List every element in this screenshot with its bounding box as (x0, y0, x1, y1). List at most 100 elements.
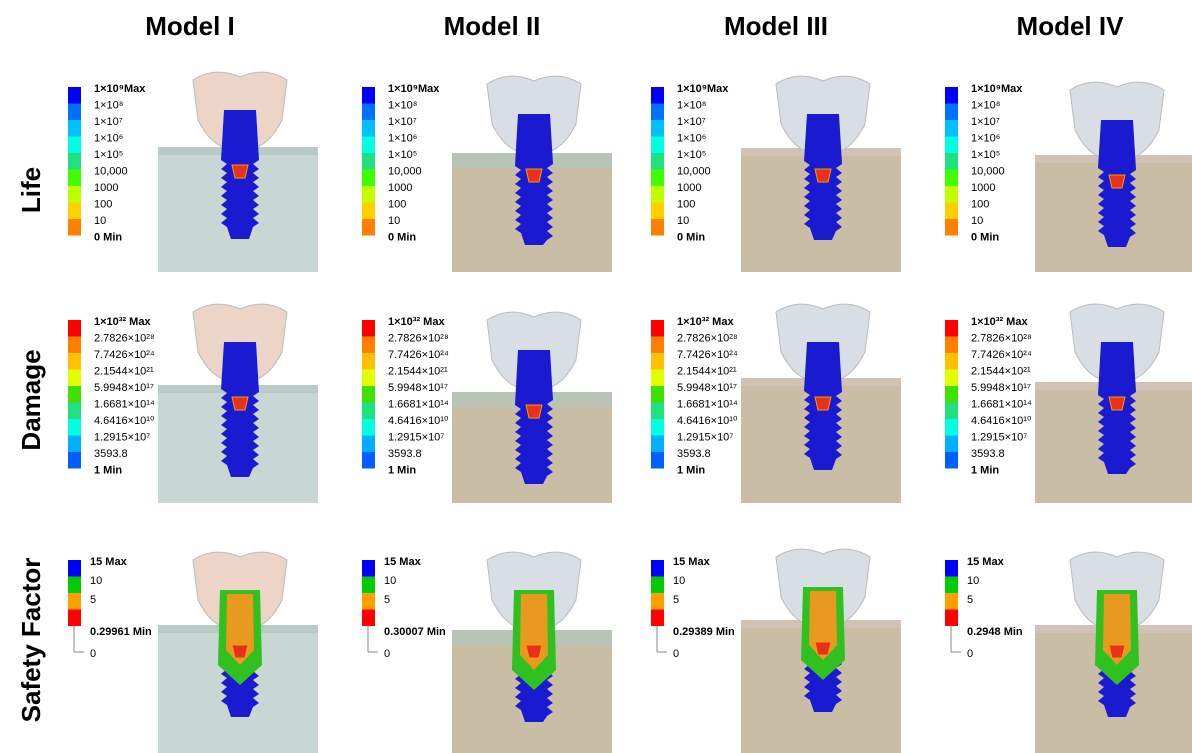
legend-label: 1 Min (971, 464, 999, 476)
legend-label: 5 (673, 594, 679, 606)
legend-label: 1×10⁶ (388, 132, 417, 144)
legend-swatch (945, 219, 958, 236)
legend-label: 2.7826×10²⁸ (971, 332, 1032, 344)
legend-label: 7.7426×10²⁴ (677, 349, 738, 361)
legend-swatch (945, 452, 958, 469)
legend-swatch (362, 219, 375, 236)
legend-swatch (945, 386, 958, 403)
legend-label: 0.29389 Min (673, 626, 735, 638)
legend-swatch (362, 104, 375, 121)
legend-label: 0 (967, 648, 973, 660)
legend-label: 10,000 (388, 165, 422, 177)
stress-hotspot (232, 397, 248, 410)
legend-swatch (362, 560, 375, 577)
legend-label: 3593.8 (677, 448, 711, 460)
legend-swatch (651, 386, 664, 403)
legend-label: 4.6416×10¹⁰ (971, 415, 1032, 427)
legend-swatch (362, 320, 375, 337)
legend-swatch (362, 353, 375, 370)
stress-hotspot (232, 165, 248, 178)
cell: 1×10³² Max2.7826×10²⁸7.7426×10²⁴2.1544×1… (362, 312, 612, 503)
legend-label: 1.6681×10¹⁴ (677, 398, 738, 410)
cell: 1×10³² Max2.7826×10²⁸7.7426×10²⁴2.1544×1… (651, 304, 901, 503)
legend-label: 1×10⁶ (971, 132, 1000, 144)
legend-label: 1×10⁸ (94, 99, 123, 111)
legend-swatch (651, 186, 664, 203)
stress-hotspot (232, 645, 248, 658)
legend-swatch (362, 120, 375, 137)
legend-swatch (68, 170, 81, 187)
legend-label: 1×10⁹Max (677, 83, 729, 95)
column-title: Model II (444, 11, 541, 41)
legend-label: 2.7826×10²⁸ (677, 332, 738, 344)
legend-swatch (651, 320, 664, 337)
legend-label: 10 (388, 215, 400, 227)
legend-label: 1×10⁸ (971, 99, 1000, 111)
legend-label: 1 Min (388, 464, 416, 476)
legend-label: 100 (971, 198, 989, 210)
legend-label: 3593.8 (94, 448, 128, 460)
legend-label: 5.9948×10¹⁷ (388, 382, 448, 394)
row-title: Life (16, 167, 46, 213)
legend-swatch (651, 577, 664, 594)
legend-swatch (651, 104, 664, 121)
legend-swatch (945, 137, 958, 154)
column-title: Model I (145, 11, 235, 41)
stress-hotspot (815, 169, 831, 182)
legend-label: 1×10⁸ (388, 99, 417, 111)
legend-label: 1×10⁶ (94, 132, 123, 144)
legend-label: 0.2948 Min (967, 626, 1023, 638)
legend-swatch (362, 386, 375, 403)
legend-label: 0 Min (677, 231, 705, 243)
legend-swatch (651, 370, 664, 387)
legend-label: 10 (971, 215, 983, 227)
legend-swatch (945, 337, 958, 354)
legend-label: 1.2915×10⁷ (388, 431, 444, 443)
legend-label: 1.2915×10⁷ (677, 431, 733, 443)
stress-hotspot (1109, 397, 1125, 410)
legend-label: 1×10⁵ (388, 149, 417, 161)
legend-swatch (945, 403, 958, 420)
legend-label: 4.6416×10¹⁰ (388, 415, 449, 427)
legend-swatch (362, 137, 375, 154)
legend-swatch (362, 436, 375, 453)
legend-label: 0 (90, 648, 96, 660)
legend-label: 2.7826×10²⁸ (388, 332, 449, 344)
legend-swatch (945, 419, 958, 436)
legend-swatch (651, 452, 664, 469)
legend-label: 3593.8 (971, 448, 1005, 460)
legend-swatch (945, 320, 958, 337)
cell: 1×10⁹Max1×10⁸1×10⁷1×10⁶1×10⁵10,000100010… (651, 76, 901, 272)
legend-label: 2.1544×10²¹ (677, 365, 737, 377)
legend-swatch (68, 610, 81, 627)
legend-label: 1×10⁷ (971, 116, 1000, 128)
legend-label: 1×10³² Max (388, 316, 445, 328)
stress-hotspot (1109, 645, 1125, 658)
legend-label: 0.29961 Min (90, 626, 152, 638)
legend-swatch (945, 186, 958, 203)
legend-label: 1 Min (677, 464, 705, 476)
legend-label: 1.2915×10⁷ (971, 431, 1027, 443)
cell: 1×10⁹Max1×10⁸1×10⁷1×10⁶1×10⁵10,000100010… (68, 72, 318, 272)
legend-label: 1.2915×10⁷ (94, 431, 150, 443)
legend-label: 1×10³² Max (971, 316, 1028, 328)
legend-swatch (651, 137, 664, 154)
legend-label: 15 Max (673, 556, 711, 568)
legend-swatch (68, 560, 81, 577)
legend-label: 5 (90, 594, 96, 606)
legend-label: 10,000 (971, 165, 1005, 177)
stress-hotspot (526, 645, 542, 658)
legend-label: 2.1544×10²¹ (94, 365, 154, 377)
figure: Model IModel IIModel IIIModel IVLifeDama… (0, 0, 1192, 753)
legend-label: 15 Max (384, 556, 422, 568)
legend-label: 0 Min (388, 231, 416, 243)
legend-label: 0 Min (94, 231, 122, 243)
legend-swatch (68, 87, 81, 104)
legend-label: 1×10⁶ (677, 132, 706, 144)
legend-label: 10,000 (94, 165, 128, 177)
legend-label: 7.7426×10²⁴ (94, 349, 155, 361)
legend-label: 1×10⁷ (677, 116, 706, 128)
legend-swatch (362, 577, 375, 594)
